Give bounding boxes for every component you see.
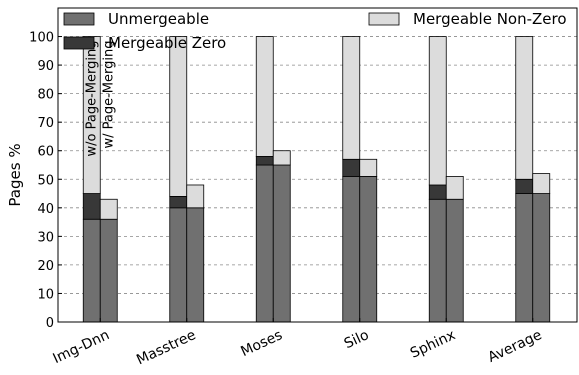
- y-tick-label: 30: [37, 230, 54, 245]
- grid: [58, 36, 577, 294]
- bar-segment: [532, 173, 551, 194]
- bar-segment: [255, 156, 274, 166]
- bar-segment: [445, 176, 464, 200]
- x-tick-label: Moses: [238, 327, 285, 360]
- y-tick-label: 80: [37, 88, 54, 103]
- x-tick-label: Img-Dnn: [51, 327, 112, 367]
- bar-label-without: w/o Page-Merging: [85, 41, 100, 157]
- bar-segment: [515, 36, 534, 180]
- legend: Unmergeable Mergeable Zero Mergeable Non-Z…: [63, 10, 567, 52]
- bar-segment: [99, 218, 118, 323]
- bar-segment: [99, 198, 118, 220]
- bar-segment: [255, 36, 274, 157]
- bars: [82, 36, 551, 323]
- bar-segment: [532, 193, 551, 323]
- bar-segment: [515, 193, 534, 323]
- bar-segment: [169, 195, 188, 209]
- bar-label-with: w/ Page-Merging: [102, 41, 117, 149]
- bar-segment: [272, 150, 291, 166]
- y-tick-label: 100: [29, 31, 54, 46]
- legend-label: Mergeable Non-Zero: [413, 10, 567, 28]
- x-tick-label: Masstree: [134, 327, 198, 368]
- bar-segment: [169, 207, 188, 323]
- bar-segment: [428, 36, 447, 186]
- y-tick-label: 20: [37, 259, 54, 274]
- y-tick-label: 90: [37, 59, 54, 74]
- bar-segment: [169, 36, 188, 197]
- bar-segment: [255, 164, 274, 323]
- x-tick-label: Average: [486, 327, 545, 366]
- bar-type-labels: w/o Page-Merging w/ Page-Merging: [85, 41, 117, 157]
- plot-frame: [57, 7, 578, 323]
- y-tick-label: 70: [37, 116, 54, 131]
- bar-segment: [342, 176, 361, 323]
- legend-label: Mergeable Zero: [108, 34, 226, 52]
- y-axis-label: Pages %: [6, 143, 24, 206]
- bar-segment: [359, 158, 378, 177]
- legend-swatch: [63, 36, 95, 50]
- bar-segment: [186, 207, 205, 323]
- y-tick-label: 60: [37, 145, 54, 160]
- bar-segment: [515, 178, 534, 194]
- y-tick-label: 10: [37, 287, 54, 302]
- bar-segment: [186, 184, 205, 209]
- bar-segment: [272, 164, 291, 323]
- x-tick-label: Sphinx: [408, 327, 458, 362]
- bar-segment: [428, 198, 447, 323]
- bar-segment: [428, 184, 447, 200]
- legend-swatch: [63, 12, 95, 26]
- x-tick-label: Silo: [342, 327, 372, 352]
- bar-segment: [82, 36, 101, 194]
- bar-segment: [342, 158, 361, 177]
- bar-segment: [82, 218, 101, 323]
- legend-swatch: [368, 12, 400, 26]
- bar-segment: [445, 198, 464, 323]
- legend-label: Unmergeable: [108, 10, 209, 28]
- bar-segment: [82, 193, 101, 220]
- y-tick-label: 0: [46, 316, 54, 331]
- axes: [57, 7, 578, 323]
- y-tick-label: 50: [37, 173, 54, 188]
- y-tick-label: 40: [37, 202, 54, 217]
- bar-segment: [359, 176, 378, 323]
- bar-segment: [342, 36, 361, 160]
